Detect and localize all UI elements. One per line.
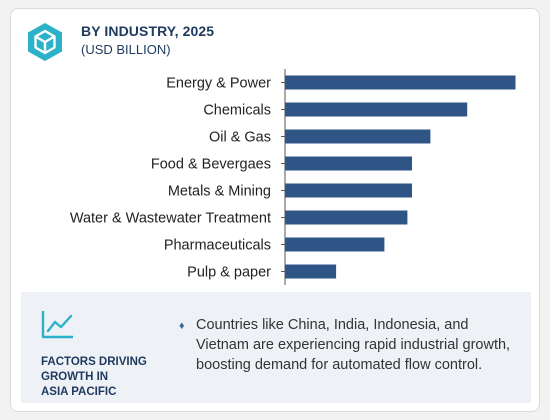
category-label: Energy & Power	[166, 76, 271, 92]
category-label: Pharmaceuticals	[164, 238, 271, 254]
industry-bar-chart: Energy & Power Chemicals Oil & Gas Food & B…	[70, 69, 516, 285]
factors-heading: FACTORS DRIVING GROWTH IN ASIA PACIFIC	[41, 355, 147, 400]
bar	[285, 129, 431, 144]
factors-heading-line: ASIA PACIFIC	[41, 386, 117, 398]
bullet-diamond-icon: ♦	[179, 320, 185, 332]
chart-title: BY INDUSTRY, 2025	[81, 23, 215, 39]
category-label: Water & Wastewater Treatment	[70, 211, 271, 227]
bar	[285, 183, 412, 198]
cube-icon	[28, 23, 62, 61]
bar	[285, 237, 385, 252]
category-label: Oil & Gas	[209, 130, 271, 146]
category-label: Food & Bevergaes	[151, 157, 271, 173]
bar	[285, 210, 408, 225]
factors-description: Countries like China, India, Indonesia, …	[196, 317, 511, 373]
chart-card: BY INDUSTRY, 2025 (USD BILLION) Energy &…	[10, 8, 540, 412]
category-label: Pulp & paper	[187, 265, 271, 281]
trend-line-icon	[41, 311, 73, 339]
factors-heading-line: GROWTH IN	[41, 371, 109, 383]
bar	[285, 102, 468, 117]
category-label: Chemicals	[203, 103, 271, 119]
bar	[285, 75, 516, 90]
factors-panel: FACTORS DRIVING GROWTH IN ASIA PACIFIC ♦…	[21, 292, 531, 403]
bar	[285, 264, 337, 279]
chart-subtitle: (USD BILLION)	[81, 42, 171, 57]
bar	[285, 156, 412, 171]
factors-heading-line: FACTORS DRIVING	[41, 356, 147, 368]
category-label: Metals & Mining	[168, 184, 271, 200]
